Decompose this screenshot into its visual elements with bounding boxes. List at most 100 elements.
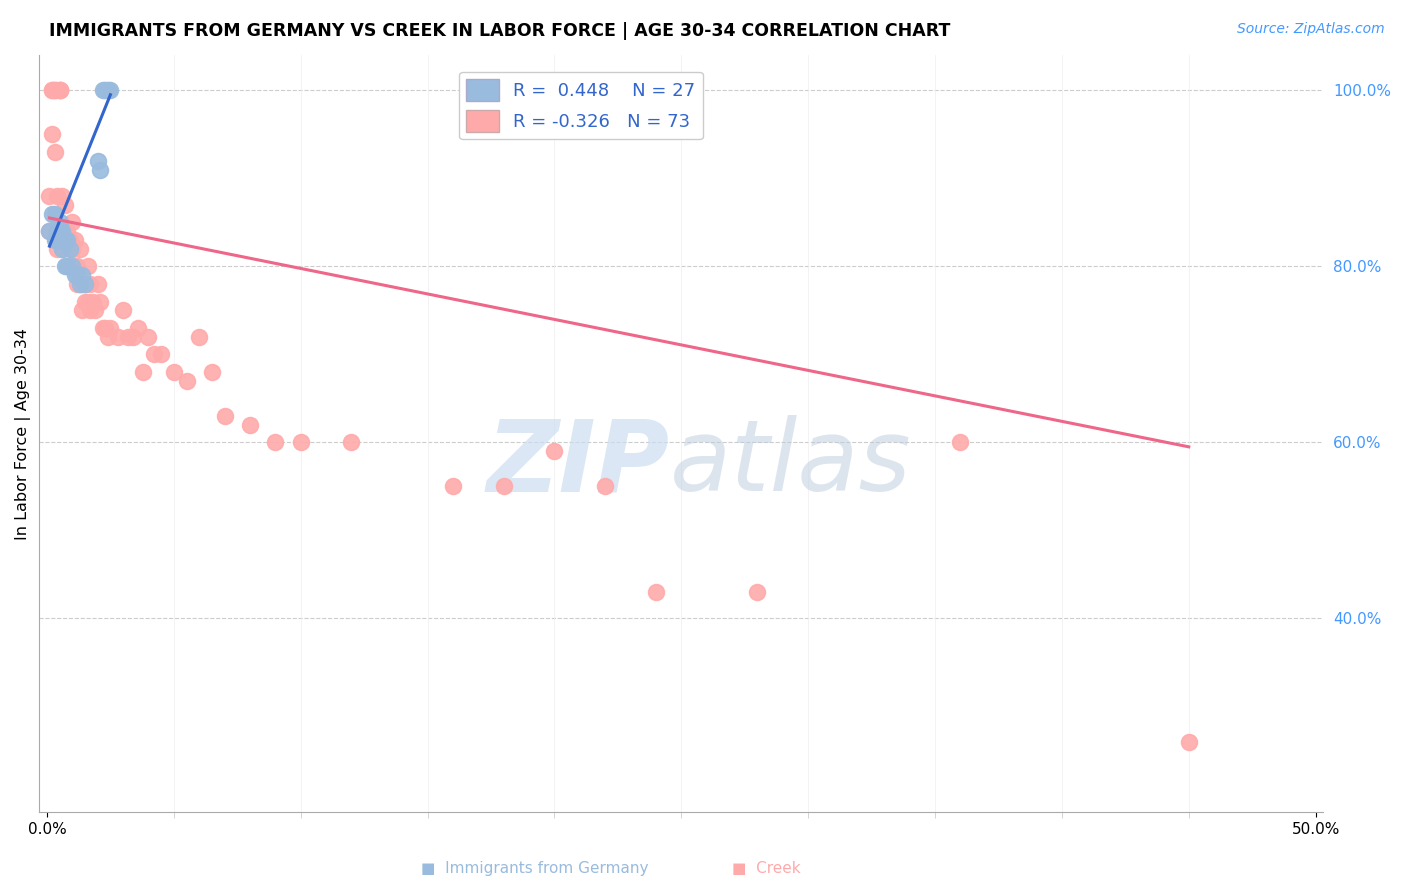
Point xyxy=(60,242,83,256)
Point xyxy=(176,374,198,388)
Point xyxy=(63,233,86,247)
Point xyxy=(48,83,70,97)
Point xyxy=(60,242,83,256)
Point xyxy=(645,585,668,599)
Point xyxy=(53,198,76,212)
Point xyxy=(91,321,114,335)
Point xyxy=(38,224,60,238)
Point xyxy=(72,268,94,283)
Point xyxy=(107,330,129,344)
Text: ■  Creek: ■ Creek xyxy=(733,861,800,876)
Point xyxy=(949,435,972,450)
Point xyxy=(91,83,114,97)
Point xyxy=(94,321,117,335)
Point xyxy=(117,330,139,344)
Point xyxy=(86,153,108,168)
Point xyxy=(38,224,60,238)
Point xyxy=(46,233,69,247)
Point xyxy=(100,321,122,335)
Point xyxy=(76,260,98,274)
Point xyxy=(41,83,63,97)
Point xyxy=(66,260,89,274)
Text: ■  Immigrants from Germany: ■ Immigrants from Germany xyxy=(420,861,648,876)
Point xyxy=(41,83,63,97)
Point xyxy=(138,330,160,344)
Point xyxy=(44,145,66,159)
Point xyxy=(66,277,89,291)
Legend: R =  0.448    N = 27, R = -0.326   N = 73: R = 0.448 N = 27, R = -0.326 N = 73 xyxy=(460,71,703,139)
Point xyxy=(188,330,211,344)
Point xyxy=(79,303,101,318)
Text: atlas: atlas xyxy=(669,416,911,512)
Point xyxy=(48,215,70,229)
Point xyxy=(122,330,145,344)
Point xyxy=(543,444,565,458)
Point xyxy=(163,365,186,379)
Y-axis label: In Labor Force | Age 30-34: In Labor Force | Age 30-34 xyxy=(15,327,31,540)
Point xyxy=(76,294,98,309)
Text: IMMIGRANTS FROM GERMANY VS CREEK IN LABOR FORCE | AGE 30-34 CORRELATION CHART: IMMIGRANTS FROM GERMANY VS CREEK IN LABO… xyxy=(49,22,950,40)
Point xyxy=(66,268,89,283)
Point xyxy=(79,277,101,291)
Point xyxy=(51,242,73,256)
Point xyxy=(48,224,70,238)
Point xyxy=(48,83,70,97)
Point xyxy=(69,242,91,256)
Point xyxy=(73,277,96,291)
Point xyxy=(264,435,287,450)
Point xyxy=(38,189,60,203)
Point xyxy=(56,224,79,238)
Point xyxy=(56,260,79,274)
Point xyxy=(89,294,111,309)
Point xyxy=(593,479,616,493)
Point xyxy=(89,162,111,177)
Point xyxy=(53,260,76,274)
Point xyxy=(51,189,73,203)
Point xyxy=(84,303,107,318)
Text: ZIP: ZIP xyxy=(486,416,671,512)
Point xyxy=(72,303,94,318)
Point xyxy=(73,277,96,291)
Point xyxy=(290,435,312,450)
Point xyxy=(63,268,86,283)
Point xyxy=(492,479,515,493)
Point xyxy=(112,303,135,318)
Point xyxy=(51,224,73,238)
Point xyxy=(59,242,82,256)
Point xyxy=(239,417,262,432)
Point xyxy=(51,233,73,247)
Point xyxy=(97,330,120,344)
Point xyxy=(59,233,82,247)
Point xyxy=(201,365,224,379)
Point xyxy=(132,365,155,379)
Point xyxy=(100,83,122,97)
Point xyxy=(69,277,91,291)
Point xyxy=(94,83,117,97)
Point xyxy=(747,585,769,599)
Point xyxy=(150,347,173,361)
Point xyxy=(41,206,63,220)
Point xyxy=(63,260,86,274)
Point xyxy=(82,294,104,309)
Point xyxy=(56,233,79,247)
Point xyxy=(46,189,69,203)
Point xyxy=(97,83,120,97)
Point xyxy=(60,260,83,274)
Point xyxy=(51,242,73,256)
Point xyxy=(46,242,69,256)
Point xyxy=(41,128,63,142)
Point xyxy=(59,260,82,274)
Text: Source: ZipAtlas.com: Source: ZipAtlas.com xyxy=(1237,22,1385,37)
Point xyxy=(86,277,108,291)
Point xyxy=(56,260,79,274)
Point xyxy=(46,224,69,238)
Point xyxy=(340,435,363,450)
Point xyxy=(72,277,94,291)
Point xyxy=(44,206,66,220)
Point xyxy=(53,233,76,247)
Point xyxy=(69,277,91,291)
Point xyxy=(1178,735,1201,749)
Point xyxy=(441,479,464,493)
Point xyxy=(73,294,96,309)
Point xyxy=(44,233,66,247)
